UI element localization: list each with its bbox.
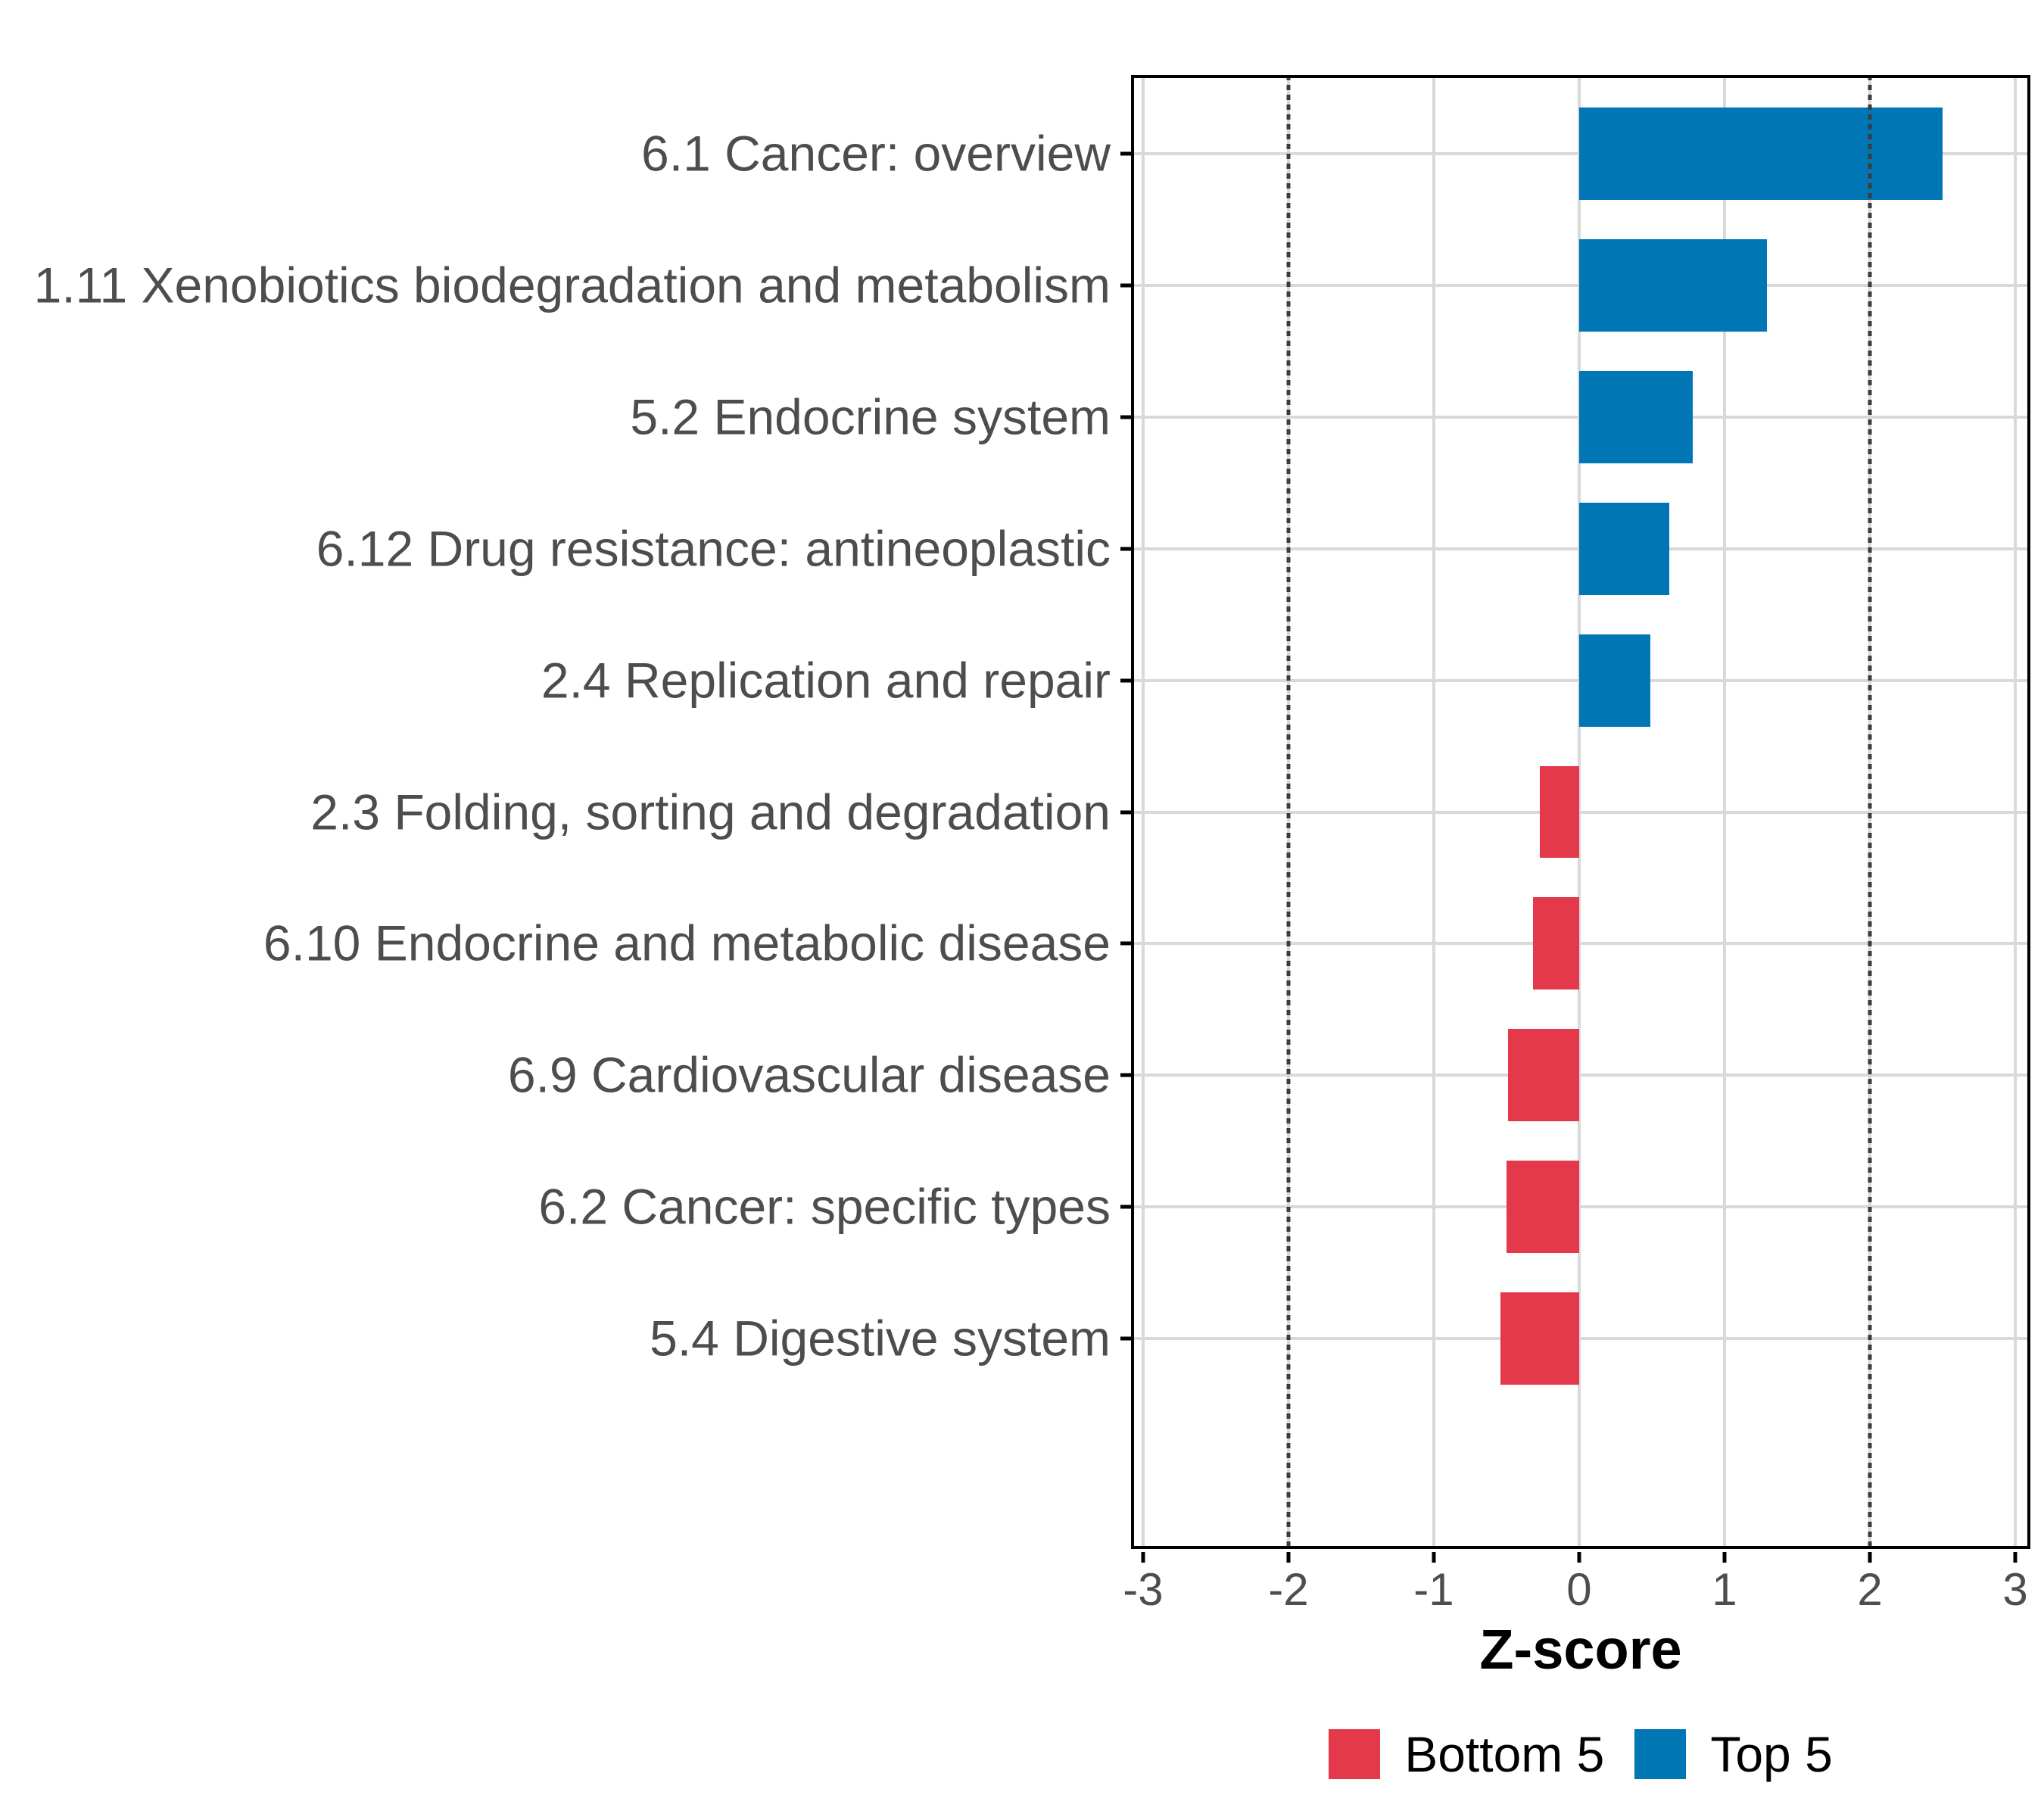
x-tick-label: 3 — [2002, 1564, 2028, 1615]
category-label: 6.12 Drug resistance: antineoplastic — [316, 520, 1111, 577]
x-tick-label: -1 — [1413, 1564, 1454, 1615]
y-gridline — [1131, 942, 2030, 946]
x-axis-tick — [1722, 1552, 1727, 1563]
legend-label-bottom5: Bottom 5 — [1404, 1726, 1605, 1782]
x-axis-title: Z-score — [1479, 1618, 1682, 1681]
category-label: 2.4 Replication and repair — [541, 652, 1111, 709]
y-axis-tick — [1120, 1073, 1131, 1077]
reference-line — [1286, 75, 1291, 1549]
category-label: 6.2 Cancer: specific types — [538, 1178, 1111, 1235]
bar-positive — [1578, 108, 1943, 201]
bar-negative — [1500, 1292, 1579, 1385]
category-label: 6.1 Cancer: overview — [641, 125, 1111, 182]
x-tick-label: -2 — [1268, 1564, 1309, 1615]
plot-panel — [1131, 75, 2030, 1549]
legend-label-top5: Top 5 — [1710, 1726, 1833, 1782]
bar-negative — [1540, 765, 1579, 859]
legend-item-top5: Top 5 — [1634, 1726, 1833, 1782]
x-axis-tick — [1432, 1552, 1436, 1563]
x-axis-tick — [1141, 1552, 1145, 1563]
y-axis-tick — [1120, 547, 1131, 551]
x-tick-label: 0 — [1566, 1564, 1592, 1615]
category-label: 2.3 Folding, sorting and degradation — [310, 783, 1111, 840]
x-tick-label: 2 — [1857, 1564, 1883, 1615]
legend-swatch-top5 — [1634, 1729, 1687, 1779]
reference-line — [1868, 75, 1872, 1549]
legend: Bottom 5 Top 5 — [1131, 1720, 2030, 1788]
x-axis-tick — [1286, 1552, 1291, 1563]
reference-lines-layer — [1131, 75, 2030, 1549]
legend-item-bottom5: Bottom 5 — [1329, 1729, 1604, 1779]
y-axis-tick — [1120, 1336, 1131, 1341]
category-label: 6.10 Endocrine and metabolic disease — [263, 915, 1111, 971]
y-axis-tick — [1120, 810, 1131, 814]
y-axis-labels: 6.1 Cancer: overview 1.11 Xenobiotics bio… — [0, 75, 1111, 1549]
y-gridline — [1131, 810, 2030, 814]
bar-positive — [1578, 634, 1651, 727]
y-axis-tick — [1120, 283, 1131, 288]
category-label: 5.4 Digestive system — [650, 1310, 1111, 1367]
x-axis-tick — [1868, 1552, 1872, 1563]
y-gridline — [1131, 1074, 2030, 1077]
x-tick-label: -3 — [1123, 1564, 1164, 1615]
y-axis-ticks — [1120, 75, 1131, 1549]
x-tick-label: 1 — [1712, 1564, 1737, 1615]
category-label: 5.2 Endocrine system — [630, 388, 1111, 445]
y-axis-tick — [1120, 678, 1131, 683]
y-axis-tick — [1120, 151, 1131, 156]
bar-negative — [1506, 1161, 1579, 1253]
x-axis: -3 -2 -1 0 1 2 3 — [1123, 1549, 2030, 1655]
x-axis-tick — [2013, 1552, 2018, 1563]
x-axis-tick — [1577, 1552, 1581, 1563]
bar-positive — [1578, 371, 1693, 463]
category-label: 6.9 Cardiovascular disease — [507, 1046, 1111, 1103]
y-axis-tick — [1120, 415, 1131, 419]
y-gridline — [1131, 1205, 2030, 1209]
bar-positive — [1578, 502, 1670, 595]
bar-negative — [1507, 1029, 1579, 1122]
category-label: 1.11 Xenobiotics biodegradation and meta… — [33, 257, 1111, 313]
bars-layer — [1131, 75, 2030, 1549]
bar-positive — [1578, 239, 1767, 332]
legend-swatch-bottom5 — [1329, 1729, 1381, 1779]
y-axis-tick — [1120, 1205, 1131, 1209]
panel-border — [1131, 75, 2030, 1549]
y-gridline — [1131, 1336, 2030, 1340]
y-axis-tick — [1120, 941, 1131, 946]
bar-negative — [1532, 897, 1579, 990]
